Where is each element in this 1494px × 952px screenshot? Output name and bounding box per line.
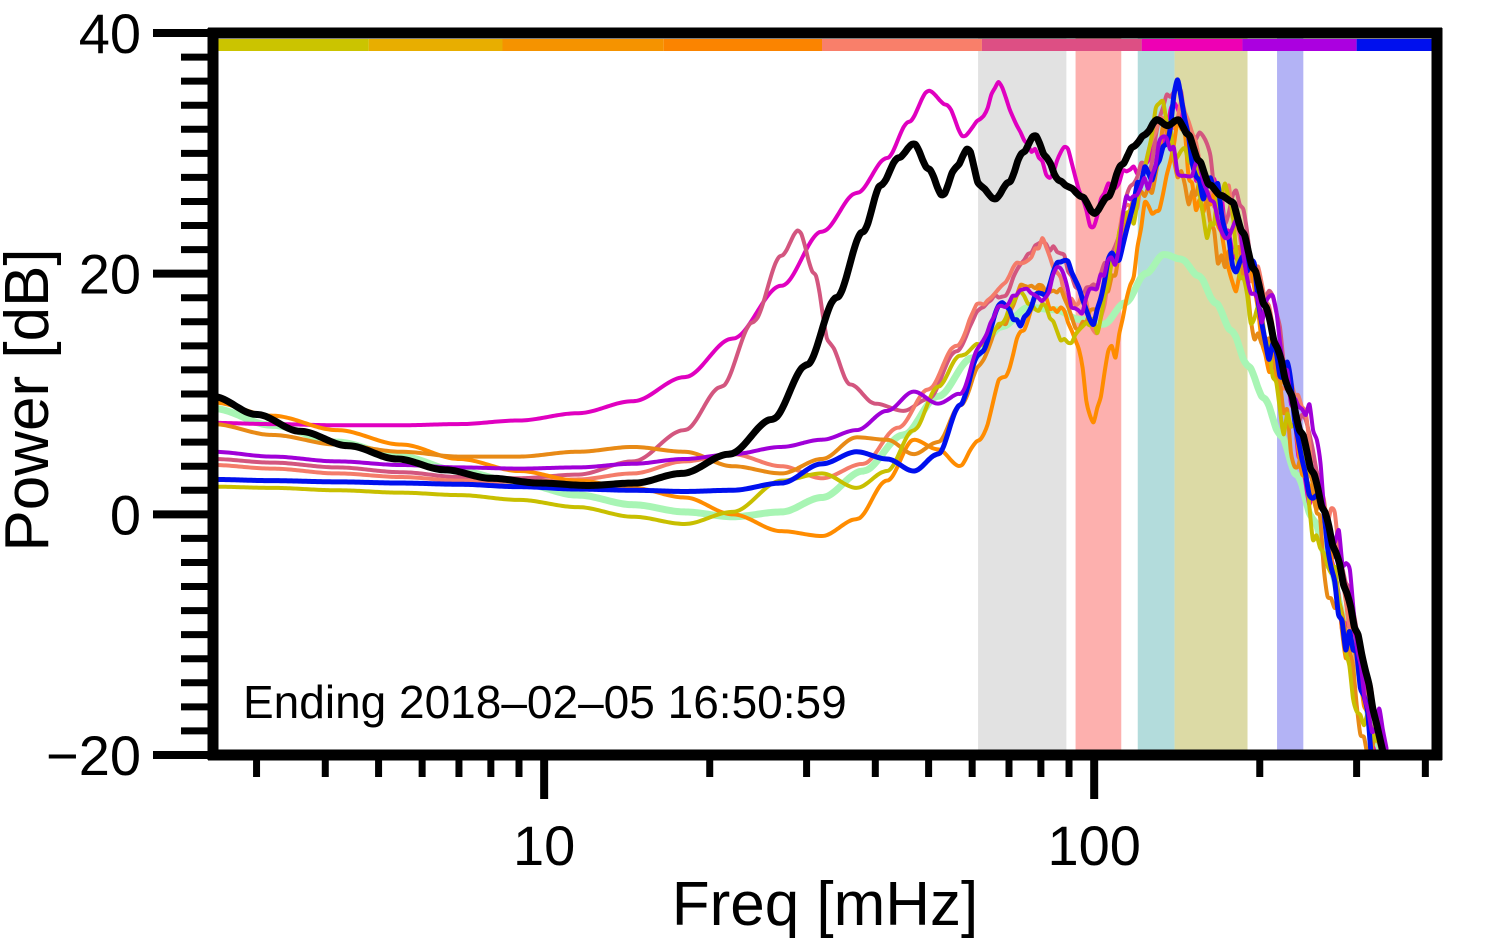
y-tick-label: 40 bbox=[79, 2, 141, 65]
y-tick-label: 0 bbox=[110, 483, 141, 546]
cb-deep-orange bbox=[663, 39, 823, 51]
cb-orange bbox=[502, 39, 664, 51]
x-axis-label: Freq [mHz] bbox=[672, 870, 979, 939]
ending-timestamp-annotation: Ending 2018–02–05 16:50:59 bbox=[243, 676, 847, 728]
cb-blue bbox=[1356, 39, 1437, 51]
series-layer bbox=[213, 77, 1389, 755]
cb-magenta bbox=[1141, 39, 1243, 51]
series-curve-purple bbox=[213, 134, 1389, 751]
y-tick-label: 20 bbox=[79, 243, 141, 306]
band-gray bbox=[978, 33, 1067, 755]
series-curve-orange-bright bbox=[213, 118, 1385, 755]
cb-olive bbox=[213, 39, 369, 51]
y-axis-label: Power [dB] bbox=[0, 248, 62, 551]
colorbar-layer bbox=[213, 39, 1437, 51]
cb-salmon bbox=[822, 39, 982, 51]
series-curve-orange-dark bbox=[213, 122, 1385, 755]
series-median-black bbox=[213, 116, 1388, 755]
cb-purple bbox=[1242, 39, 1357, 51]
cb-gold bbox=[368, 39, 503, 51]
x-tick-label: 10 bbox=[513, 814, 575, 877]
cb-crimson bbox=[981, 39, 1142, 51]
axis-ticks-layer bbox=[153, 29, 1429, 799]
y-tick-label: −20 bbox=[46, 724, 141, 787]
band-pink bbox=[1075, 33, 1122, 755]
axis-tick-labels: 10 100 −20 0 20 40 bbox=[46, 2, 1141, 877]
x-tick-label: 100 bbox=[1047, 814, 1140, 877]
